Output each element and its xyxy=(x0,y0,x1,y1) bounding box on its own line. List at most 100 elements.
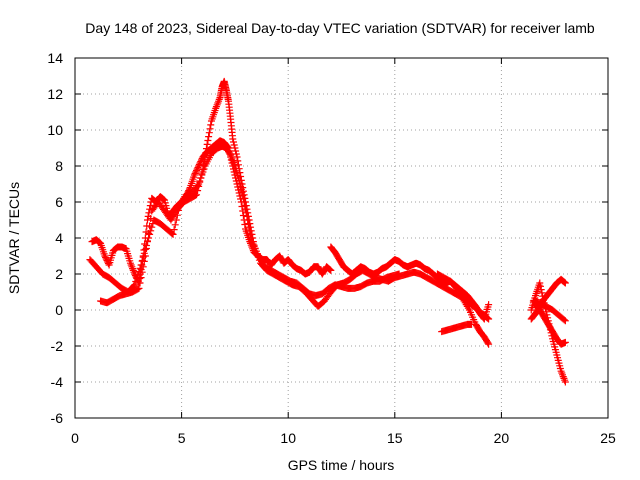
data-point xyxy=(201,153,209,161)
data-point xyxy=(238,180,246,188)
data-point xyxy=(242,198,250,206)
data-point xyxy=(169,230,177,238)
data-point xyxy=(204,137,212,144)
data-point xyxy=(145,230,153,237)
data-point xyxy=(252,247,260,255)
data-point xyxy=(194,164,202,171)
data-point xyxy=(229,135,237,143)
data-point xyxy=(480,314,488,322)
data-point xyxy=(101,252,109,260)
y-tick-label: -6 xyxy=(51,410,64,426)
chart-title: Day 148 of 2023, Sidereal Day-to-day VTE… xyxy=(85,20,595,36)
data-point xyxy=(249,234,257,242)
data-point xyxy=(143,216,151,224)
data-point xyxy=(190,171,198,179)
data-point xyxy=(194,187,202,195)
data-point xyxy=(135,284,143,292)
data-point xyxy=(192,168,200,176)
data-point xyxy=(251,244,259,252)
x-tick-label: 25 xyxy=(600,430,616,446)
series-trace-f xyxy=(438,320,476,336)
data-point xyxy=(233,153,241,161)
data-point xyxy=(146,230,154,238)
data-point xyxy=(195,161,203,168)
data-point xyxy=(239,184,247,192)
y-tick-label: 4 xyxy=(55,230,63,246)
data-point xyxy=(536,279,544,287)
data-point xyxy=(196,159,204,167)
data-point xyxy=(247,223,255,231)
data-point xyxy=(239,187,247,195)
data-point xyxy=(246,220,254,228)
data-point xyxy=(232,150,240,158)
data-point xyxy=(255,256,263,264)
data-point xyxy=(236,169,244,177)
data-point xyxy=(202,149,210,157)
data-point xyxy=(561,378,569,386)
data-point xyxy=(193,167,201,174)
x-tick-label: 10 xyxy=(280,430,296,446)
data-point xyxy=(132,278,140,285)
data-point xyxy=(560,316,568,324)
x-tick-label: 20 xyxy=(494,430,510,446)
data-point xyxy=(195,182,203,190)
data-point xyxy=(138,268,146,276)
data-point xyxy=(230,141,238,149)
x-axis-label: GPS time / hours xyxy=(288,457,395,473)
series-trace-e xyxy=(433,270,493,348)
data-point xyxy=(234,161,242,169)
data-point xyxy=(143,237,151,245)
data-point xyxy=(247,227,255,235)
data-point xyxy=(484,339,492,347)
data-point xyxy=(248,230,256,238)
data-point xyxy=(191,170,199,177)
data-point xyxy=(537,286,545,294)
data-point xyxy=(200,157,208,165)
data-point xyxy=(203,140,211,148)
data-point xyxy=(254,253,262,261)
data-point xyxy=(240,191,248,199)
data-point xyxy=(536,282,544,290)
series-trace-i xyxy=(532,301,569,348)
data-point xyxy=(244,209,252,217)
data-point xyxy=(241,221,249,228)
data-point xyxy=(142,245,150,252)
y-tick-label: 12 xyxy=(47,86,63,102)
data-point xyxy=(250,241,258,249)
data-point xyxy=(196,178,204,186)
data-point xyxy=(229,138,237,146)
data-point xyxy=(136,279,144,287)
data-point xyxy=(198,170,206,178)
data-point xyxy=(245,216,253,224)
data-point xyxy=(170,226,178,234)
data-point xyxy=(205,129,213,137)
y-tick-label: -2 xyxy=(51,338,64,354)
x-tick-label: 5 xyxy=(178,430,186,446)
data-point xyxy=(241,194,249,202)
data-point xyxy=(243,205,251,213)
x-tick-label: 0 xyxy=(71,430,79,446)
data-point xyxy=(253,250,261,258)
data-point xyxy=(327,266,335,274)
data-point xyxy=(206,125,214,133)
data-point xyxy=(207,121,215,129)
data-point xyxy=(193,191,201,199)
series-trace-j xyxy=(529,297,569,325)
data-point xyxy=(131,281,139,289)
data-point xyxy=(197,174,205,182)
data-point xyxy=(561,317,569,325)
plot-frame xyxy=(74,57,609,419)
data-point xyxy=(235,165,243,173)
data-point xyxy=(200,161,208,169)
data-point xyxy=(232,147,240,155)
data-point xyxy=(485,301,493,309)
data-point xyxy=(205,133,213,141)
data-point xyxy=(226,150,234,158)
y-tick-label: 8 xyxy=(55,158,63,174)
data-point xyxy=(468,320,476,328)
x-tick-label: 15 xyxy=(387,430,403,446)
data-point xyxy=(137,274,145,282)
data-point xyxy=(147,215,155,222)
grid-lines xyxy=(75,58,608,418)
y-tick-label: 14 xyxy=(47,50,63,66)
